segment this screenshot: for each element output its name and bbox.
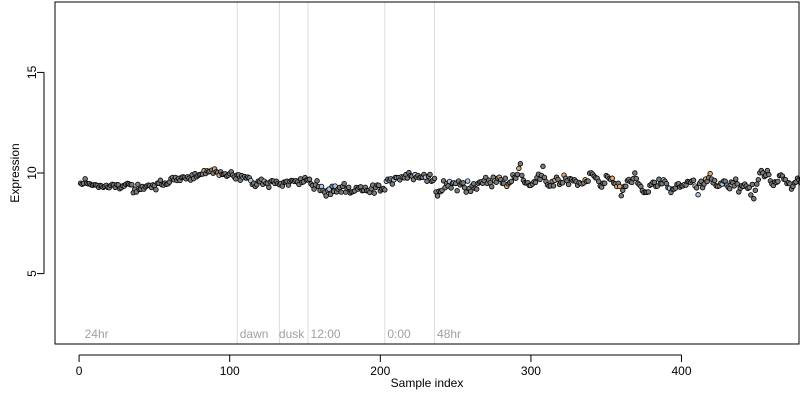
x-tick-label: 300 <box>521 364 541 378</box>
data-point <box>314 178 320 184</box>
x-tick-label: 400 <box>672 364 692 378</box>
data-point <box>345 184 352 190</box>
data-point <box>306 176 313 182</box>
data-point <box>376 182 382 188</box>
y-tick-label: 15 <box>25 65 39 79</box>
data-point <box>532 179 539 186</box>
data-point <box>690 177 697 183</box>
x-tick-label: 100 <box>220 364 240 378</box>
data-point <box>632 170 638 176</box>
data-point <box>693 185 700 191</box>
data-point <box>766 171 772 178</box>
reference-lines <box>236 2 436 344</box>
data-point <box>464 178 471 184</box>
data-point <box>550 183 557 189</box>
data-point <box>424 178 430 184</box>
data-point <box>645 189 652 195</box>
data-point <box>540 163 546 170</box>
data-point <box>733 176 739 182</box>
data-point <box>559 180 566 186</box>
data-point <box>633 175 640 182</box>
data-point <box>752 187 759 193</box>
y-tick-label: 10 <box>25 166 39 180</box>
data-point <box>565 181 572 188</box>
data-point <box>129 181 135 188</box>
data-point <box>711 177 718 184</box>
data-point <box>749 181 756 188</box>
data-point <box>448 185 454 191</box>
annotation-label: 12:00 <box>311 327 341 341</box>
data-point <box>461 184 468 191</box>
data-point <box>427 171 433 178</box>
data-point <box>474 186 480 192</box>
data-point <box>382 187 388 193</box>
axes: 0 100 200 300 400 5 10 15 <box>25 65 692 378</box>
x-tick-label: 0 <box>76 364 83 378</box>
data-point <box>460 180 466 186</box>
data-point <box>595 178 602 185</box>
data-point <box>656 176 662 182</box>
data-point <box>618 193 624 199</box>
data-point <box>516 165 522 172</box>
data-point <box>609 175 615 181</box>
data-point <box>157 177 164 183</box>
data-point <box>341 180 347 187</box>
data-point <box>470 180 477 187</box>
data-point <box>751 196 757 202</box>
data-point <box>266 184 272 190</box>
data-point <box>707 170 713 177</box>
x-tick-label: 200 <box>370 364 390 378</box>
data-point <box>734 181 740 187</box>
annotation-label: 0:00 <box>387 327 411 341</box>
data-point <box>775 178 781 185</box>
y-tick-label: 5 <box>25 270 39 277</box>
data-points <box>77 161 800 202</box>
annotation-label: dawn <box>240 327 269 341</box>
data-point <box>323 193 329 199</box>
annotation-label: 48hr <box>437 327 461 341</box>
data-point <box>508 178 515 185</box>
annotation-label: 24hr <box>85 327 109 341</box>
data-point <box>502 175 509 181</box>
data-point <box>431 175 438 182</box>
data-point <box>695 192 701 198</box>
data-point <box>519 172 525 179</box>
data-point <box>467 188 474 195</box>
data-point <box>602 180 608 186</box>
data-point <box>338 189 344 195</box>
data-point <box>623 183 629 189</box>
data-point <box>434 193 441 199</box>
data-point <box>727 185 733 192</box>
data-point <box>517 161 524 167</box>
annotation-label: dusk <box>279 327 305 341</box>
data-point <box>153 186 159 193</box>
data-point <box>371 190 377 196</box>
plot-frame <box>54 1 800 345</box>
data-point <box>754 181 760 187</box>
y-axis-label: Expression <box>8 143 22 202</box>
data-point <box>489 183 495 190</box>
data-point <box>514 171 521 178</box>
data-point <box>585 178 591 184</box>
data-point <box>82 176 88 182</box>
event-annotations: 24hr dawn dusk 12:00 0:00 48hr <box>85 327 461 341</box>
data-point <box>755 176 762 183</box>
data-point <box>454 187 460 194</box>
data-point <box>135 181 141 187</box>
data-point <box>748 192 754 198</box>
x-axis-label: Sample index <box>391 376 464 390</box>
